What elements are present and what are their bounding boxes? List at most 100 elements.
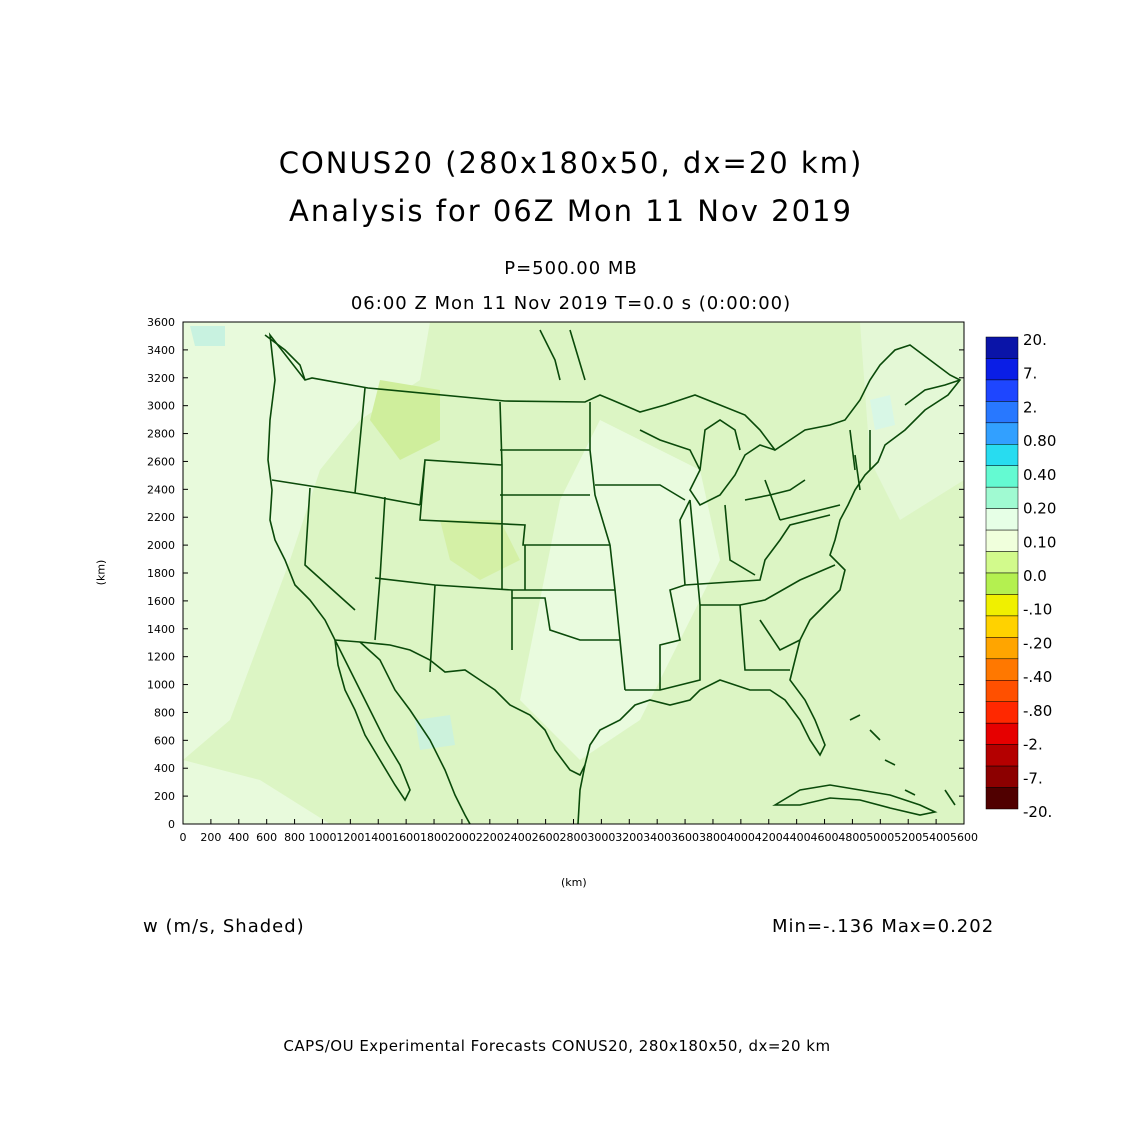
x-tick-label: 4800 [838,831,866,844]
colorbar-label: 20. [1023,331,1047,349]
y-tick-label: 1000 [147,679,175,692]
x-tick-label: 4400 [783,831,811,844]
colorbar-swatch [985,444,1019,466]
colorbar-swatch [985,722,1019,745]
colorbar-label: 0.20 [1023,500,1056,518]
colorbar-swatch [985,572,1019,595]
min-max-label: Min=-.136 Max=0.202 [772,916,995,937]
mexico-outline [334,639,411,802]
title-line-1: CONUS20 (280x180x50, dx=20 km) [278,146,864,180]
us-outline [267,332,962,777]
colorbar-label: -.20 [1023,634,1052,652]
x-tick-label: 1400 [364,831,392,844]
colorbar-swatch [985,529,1019,552]
colorbar-label: 0.10 [1023,533,1056,551]
x-tick-label: 3600 [671,831,699,844]
nova-scotia [904,379,961,406]
x-tick-label: 5400 [922,831,950,844]
time-label: 06:00 Z Mon 11 Nov 2019 T=0.0 s (0:00:00… [350,293,792,314]
colorbar-swatch [985,486,1019,509]
field-patch-central [520,420,720,760]
field-patch-colorado [440,520,520,580]
state-lines [271,387,871,691]
y-tick-label: 2000 [147,539,175,552]
x-tick-label: 1200 [336,831,364,844]
x-tick-label: 4200 [755,831,783,844]
vancouver-island [264,334,306,381]
colorbar: 20. 7. 2. 0.80 0.40 0.20 0.10 0.0 -.10 -.20 -.40 -.… [985,331,1056,821]
y-tick-label: 2600 [147,455,175,468]
y-tick-label: 1400 [147,623,175,636]
y-tick-label: 3200 [147,372,175,385]
x-tick-label: 400 [228,831,249,844]
field-patch-cyan-1 [190,326,225,346]
x-axis-label: (km) [561,876,587,889]
x-tick-label: 1000 [308,831,336,844]
y-tick-label: 0 [168,818,175,831]
bahamas [849,714,956,806]
field-patch-pacific [183,760,330,824]
colorbar-swatch [985,680,1019,702]
y-tick-label: 1200 [147,651,175,664]
y-axis-ticks: 0 200 400 600 800 1000 1200 1400 1600 1800 2000 220… [147,316,964,831]
y-tick-label: 1600 [147,595,175,608]
colorbar-swatch [985,701,1019,724]
colorbar-swatch [985,658,1019,681]
colorbar-swatch [985,744,1019,767]
y-tick-label: 3000 [147,400,175,413]
y-tick-label: 200 [154,790,175,803]
colorbar-swatch [985,401,1019,424]
field-patch-cyan-3 [870,395,895,430]
y-tick-label: 3600 [147,316,175,329]
colorbar-label: -7. [1023,769,1043,787]
y-axis-label: (km) [94,559,108,586]
x-tick-label: 3800 [699,831,727,844]
colorbar-label: 0.40 [1023,466,1056,484]
colorbar-swatch [985,551,1019,574]
shaded-field [183,322,964,824]
x-tick-label: 0 [180,831,187,844]
mexico-mainland [359,641,471,824]
x-tick-label: 2600 [532,831,560,844]
colorbar-swatch [985,422,1019,445]
y-tick-label: 1800 [147,567,175,580]
x-tick-label: 1600 [392,831,420,844]
colorbar-swatch [985,358,1019,381]
gulf-coast-mexico [577,764,586,824]
colorbar-swatch [985,615,1019,638]
colorbar-label: 0.80 [1023,432,1056,450]
colorbar-label: -2. [1023,736,1043,754]
x-tick-label: 3400 [643,831,671,844]
great-lakes [639,419,806,507]
y-tick-label: 2800 [147,428,175,441]
colorbar-label: -.80 [1023,702,1052,720]
x-tick-label: 4600 [811,831,839,844]
colorbar-swatch [985,336,1019,359]
y-tick-label: 400 [154,762,175,775]
colorbar-swatch [985,465,1019,488]
colorbar-label: 0.0 [1023,567,1047,585]
colorbar-swatch [985,765,1019,788]
x-tick-label: 2800 [560,831,588,844]
colorbar-label: -.40 [1023,668,1052,686]
y-tick-label: 800 [154,706,175,719]
y-tick-label: 3400 [147,344,175,357]
x-tick-label: 800 [284,831,305,844]
x-tick-label: 600 [256,831,277,844]
colorbar-swatch [985,787,1019,810]
x-tick-label: 2000 [448,831,476,844]
field-label: w (m/s, Shaded) [143,916,305,937]
colorbar-swatch [985,594,1019,617]
x-tick-label: 5000 [866,831,894,844]
colorbar-swatch [985,379,1019,402]
y-tick-label: 2400 [147,483,175,496]
field-patch-northeast [860,322,964,520]
colorbar-swatch [985,637,1019,660]
x-tick-label: 2200 [476,831,504,844]
colorbar-swatch [985,508,1019,531]
colorbar-label: -20. [1023,803,1052,821]
x-axis-ticks: 0 200 400 600 800 1000 1200 1400 1600 1800 2000 220… [180,819,978,844]
x-tick-label: 3200 [615,831,643,844]
field-patch-west [183,322,430,760]
